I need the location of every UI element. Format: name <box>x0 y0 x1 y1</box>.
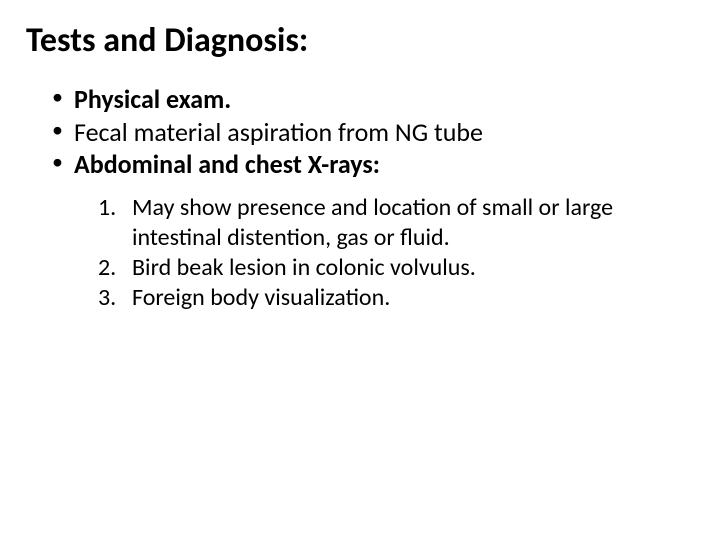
bullet-list: Physical exam. Fecal material aspiration… <box>30 83 690 181</box>
list-item: Physical exam. <box>52 83 690 116</box>
list-item: Bird beak lesion in colonic volvulus. <box>98 253 690 283</box>
list-item: Fecal material aspiration from NG tube <box>52 116 690 149</box>
page-title: Tests and Diagnosis: <box>26 20 690 61</box>
numbered-list: May show presence and location of small … <box>30 193 690 313</box>
list-item: Abdominal and chest X-rays: <box>52 148 690 181</box>
bullet-text: Abdominal and chest X-rays: <box>74 148 380 180</box>
list-item: Foreign body visualization. <box>98 283 690 313</box>
numbered-text: Bird beak lesion in colonic volvulus. <box>132 253 476 282</box>
numbered-text: May show presence and location of small … <box>132 193 613 252</box>
bullet-text: Fecal material aspiration from NG tube <box>74 116 483 148</box>
numbered-text: Foreign body visualization. <box>132 283 390 312</box>
list-item: May show presence and location of small … <box>98 193 690 253</box>
bullet-text: Physical exam. <box>74 83 231 115</box>
